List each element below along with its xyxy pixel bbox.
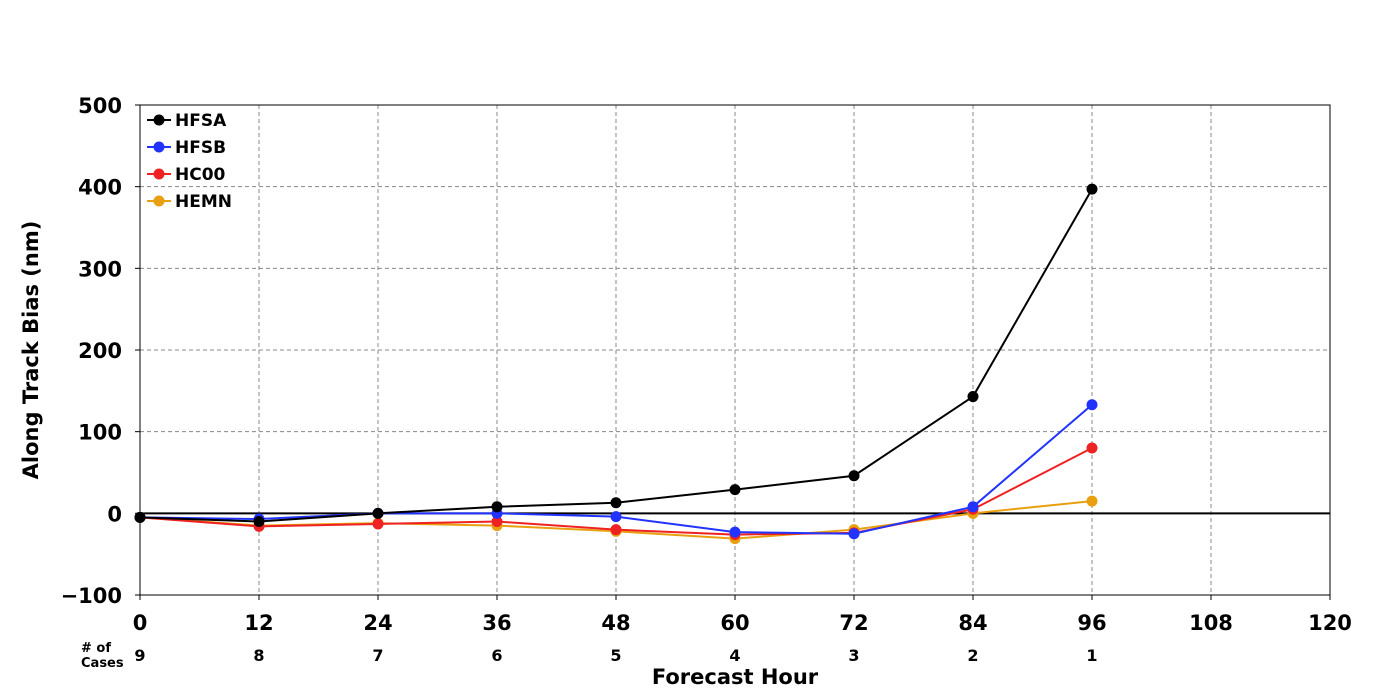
data-point [1086,183,1098,195]
data-point [253,516,265,527]
case-count: 6 [491,646,502,665]
y-tick-label: 200 [78,339,122,363]
data-point [372,507,384,519]
data-point [729,526,741,538]
series-hfsa [134,183,1098,527]
x-tick-label: 36 [482,611,511,635]
legend-item: HFSB [147,138,226,158]
tick-labels: 0 12 24 36 48 60 72 84 96 108 120 −100 0 100 200 300 400… [61,94,1352,635]
y-tick-label: −100 [61,584,122,608]
case-count: 5 [610,646,621,665]
case-count: 1 [1086,646,1097,665]
legend: HFSA HFSB HC00 HEMN [147,111,232,212]
case-count: 7 [372,646,383,665]
case-count: 4 [729,646,740,665]
data-point [491,501,503,513]
y-axis-title: Along Track Bias (nm) [19,221,43,480]
data-point [1086,442,1098,454]
x-tick-label: 120 [1308,611,1352,635]
data-point [1086,399,1098,411]
y-tick-label: 300 [78,257,122,281]
y-tick-label: 0 [107,502,122,526]
legend-item: HC00 [147,165,226,185]
x-tick-label: 24 [363,611,392,635]
legend-swatch-marker [153,168,165,180]
y-tick-label: 400 [78,176,122,200]
legend-label: HFSB [175,138,226,158]
data-point [610,524,622,536]
data-point [967,391,979,403]
data-point [729,484,741,496]
legend-swatch-marker [153,114,165,126]
x-axis-title: Forecast Hour [652,665,819,689]
case-count: 3 [848,646,859,665]
x-tick-label: 72 [839,611,868,635]
x-tick-label: 60 [720,611,749,635]
legend-swatch-marker [153,195,165,207]
x-tick-label: 108 [1189,611,1233,635]
data-point [372,518,384,530]
data-point [491,516,503,527]
data-point [610,511,622,523]
data-point [134,511,146,523]
x-tick-label: 0 [133,611,148,635]
legend-item: HEMN [147,192,232,212]
data-point [848,470,860,482]
cases-caption: # of [81,641,111,656]
data-point [1086,495,1098,507]
y-tick-label: 100 [78,421,122,445]
legend-swatch-marker [153,141,165,153]
data-point [610,497,622,509]
x-tick-label: 96 [1077,611,1106,635]
case-count: 2 [967,646,978,665]
grid-lines [140,105,1330,595]
legend-label: HC00 [175,165,226,185]
legend-item: HFSA [147,111,227,131]
case-count: 9 [134,646,145,665]
case-count: 8 [253,646,264,665]
cases-caption: Cases [81,656,124,671]
legend-label: HFSA [175,111,227,131]
x-tick-label: 84 [958,611,987,635]
x-tick-label: 12 [244,611,273,635]
legend-label: HEMN [175,192,232,212]
x-tick-label: 48 [601,611,630,635]
data-point [848,528,860,540]
data-point [967,501,979,513]
y-tick-label: 500 [78,94,122,118]
series-layer [134,183,1098,545]
